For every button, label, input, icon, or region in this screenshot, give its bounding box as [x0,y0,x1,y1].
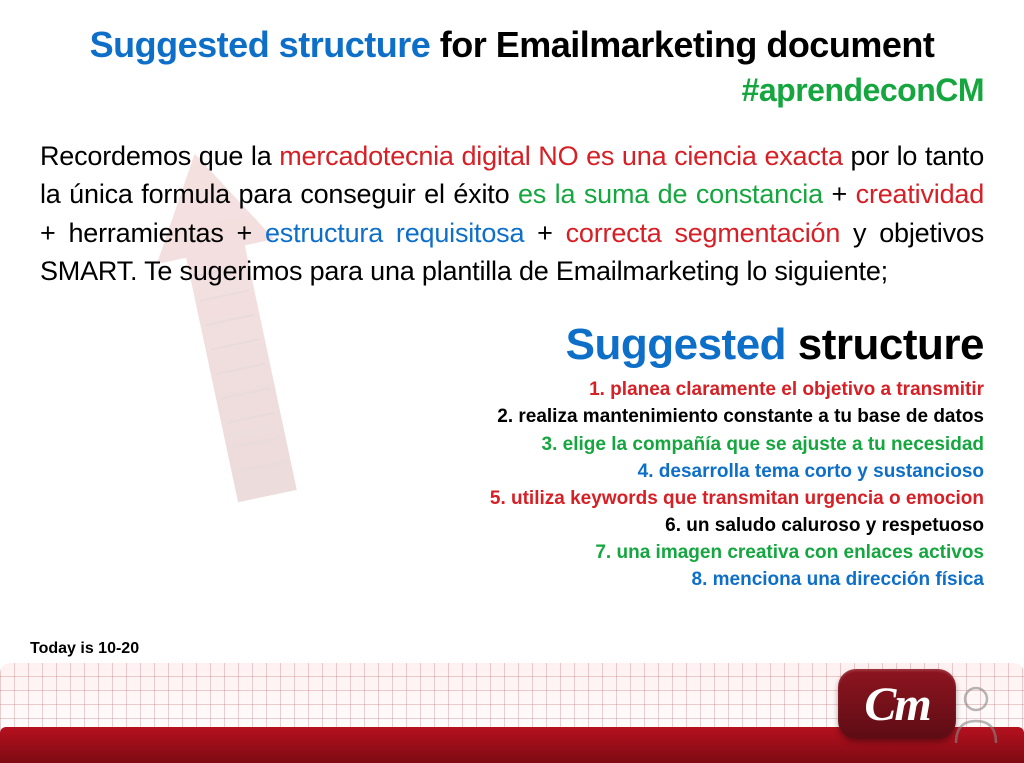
today-label: Today is 10-20 [30,640,139,658]
paragraph-segment: correcta segmentación [566,218,841,248]
list-item: 7. una imagen creativa con enlaces activ… [40,539,984,566]
suggested-list: 1. planea claramente el objetivo a trans… [40,376,984,593]
title-part1: Suggested structure [90,24,431,65]
brand-logo: Cm [838,669,998,753]
list-item: 1. planea claramente el objetivo a trans… [40,376,984,403]
logo-text: Cm [864,677,929,732]
intro-paragraph: Recordemos que la mercadotecnia digital … [40,137,984,290]
title-part2: for Emailmarketing document [430,24,934,65]
list-item: 6. un saludo caluroso y respetuoso [40,512,984,539]
main-content: Suggested structure for Emailmarketing d… [0,0,1024,594]
list-item: 3. elige la compañía que se ajuste a tu … [40,431,984,458]
list-item: 2. realiza mantenimiento constante a tu … [40,403,984,430]
paragraph-segment: + [823,179,856,209]
list-item: 4. desarrolla tema corto y sustancioso [40,458,984,485]
paragraph-segment: es la suma de constancia [518,179,823,209]
logo-bubble: Cm [838,669,956,739]
page-title: Suggested structure for Emailmarketing d… [40,24,984,66]
list-item: 5. utiliza keywords que transmitan urgen… [40,485,984,512]
subhead-part1: Suggested [566,320,786,369]
paragraph-segment: estructura requisitosa [265,218,524,248]
list-item: 8. menciona una dirección física [40,566,984,593]
paragraph-segment: + herramientas + [40,218,265,248]
subheading: Suggested structure [40,320,984,370]
paragraph-segment: mercadotecnia digital NO es una ciencia … [279,141,843,171]
paragraph-segment: Recordemos que la [40,141,279,171]
paragraph-segment: + [524,218,565,248]
person-icon [948,683,998,749]
paragraph-segment: creatividad [856,179,984,209]
subhead-part2: structure [786,320,984,369]
hashtag: #aprendeconCM [40,72,984,109]
